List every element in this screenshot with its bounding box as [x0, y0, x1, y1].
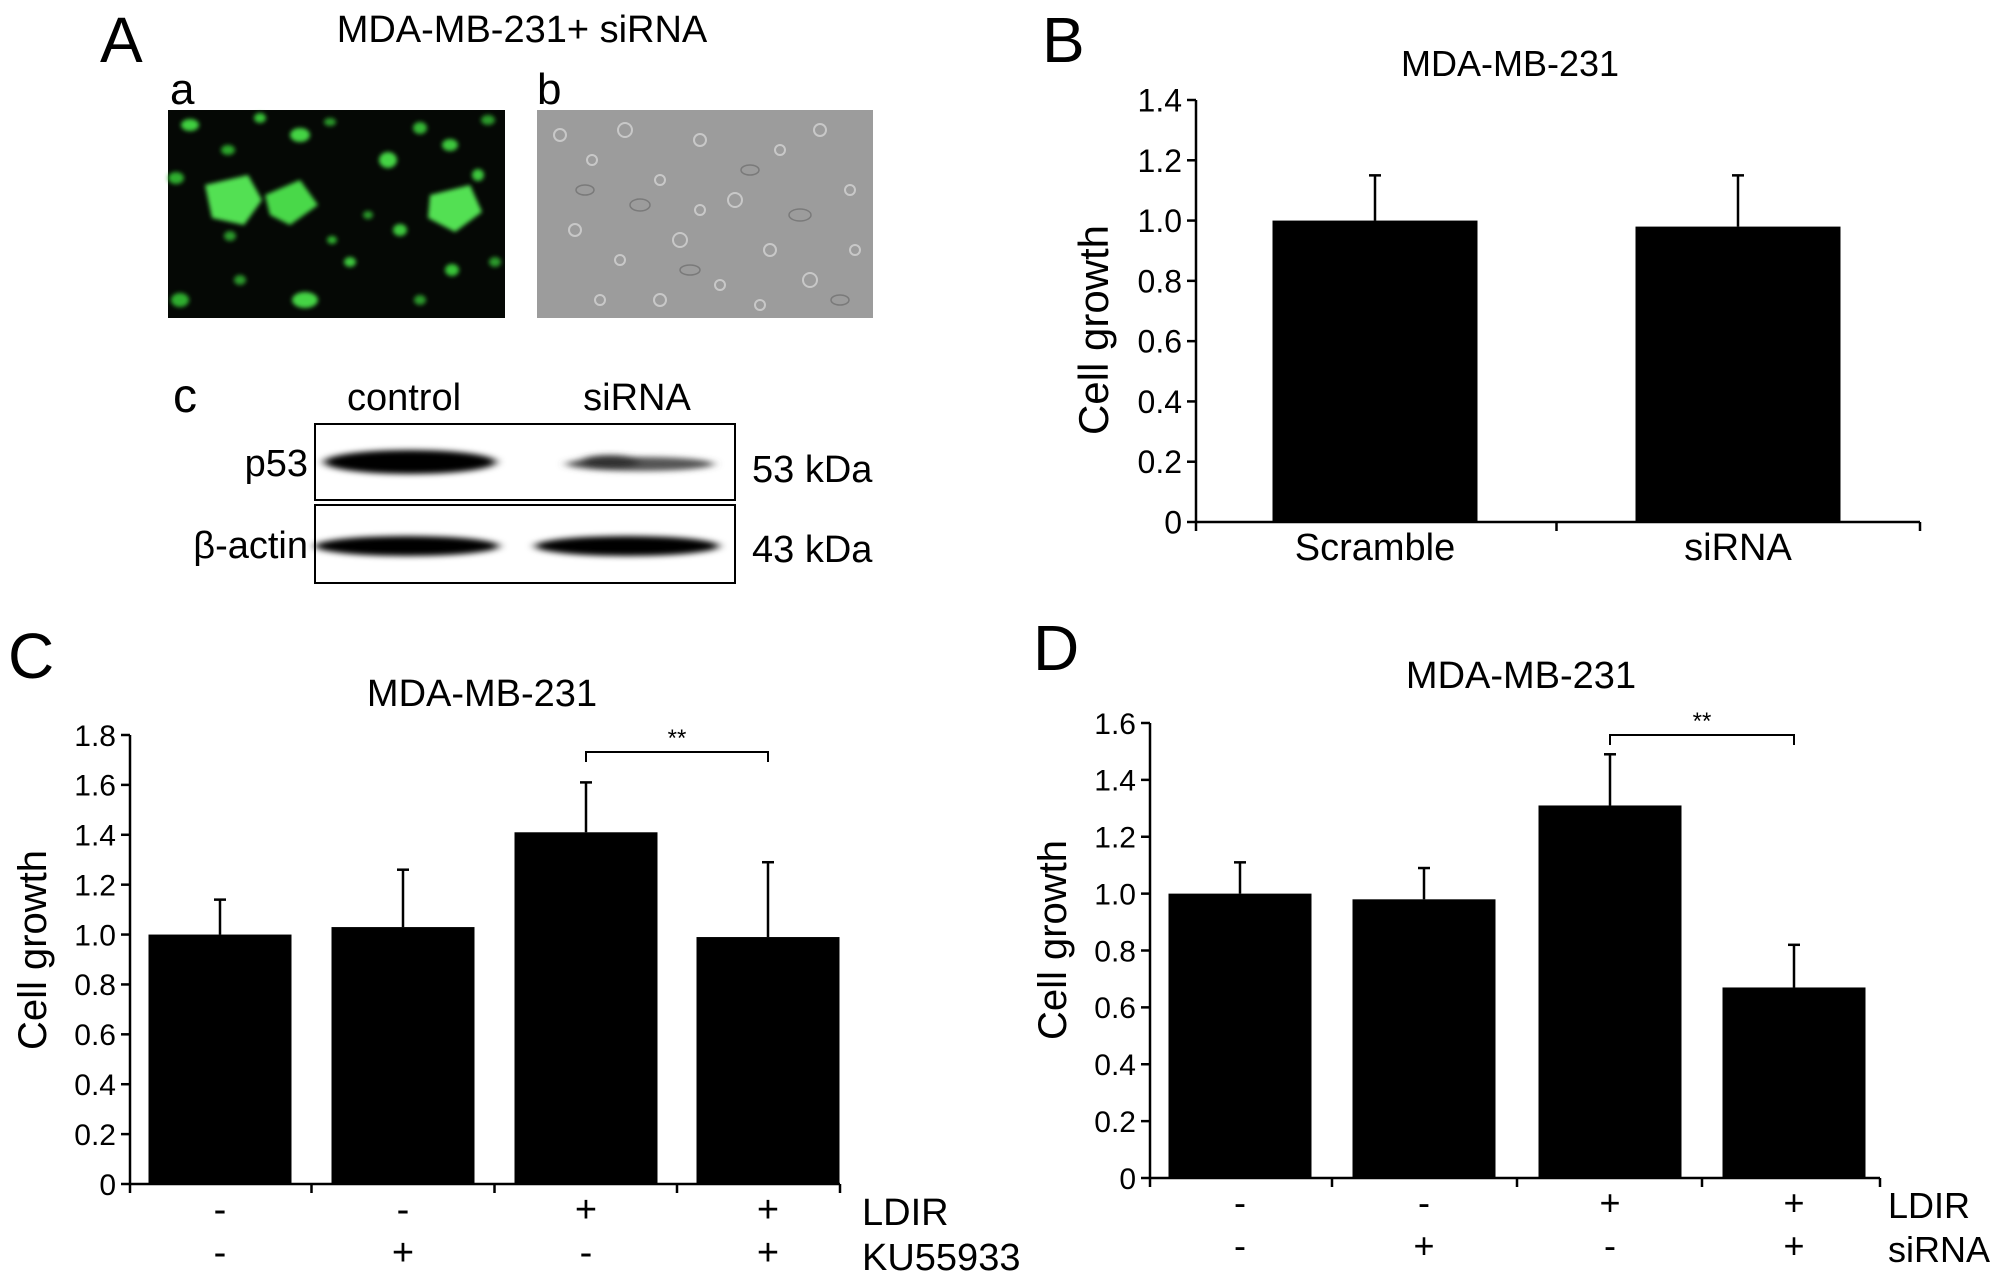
chart-b-ytick-label: 0 [1164, 505, 1182, 541]
chart-c-ylabel: Cell growth [11, 850, 55, 1050]
chart-d-treatment-sign: + [1599, 1182, 1620, 1223]
chart-b-category-label: Scramble [1295, 527, 1456, 569]
chart-b-ytick-label: 0.6 [1138, 324, 1182, 360]
chart-d-treatment-sign: + [1783, 1182, 1804, 1223]
chart-d-treatment-sign: - [1234, 1182, 1246, 1223]
panel-label-a: A [100, 4, 143, 76]
chart-d-ytick-label: 0.4 [1094, 1049, 1136, 1082]
chart-d-treatment-2: siRNA [1888, 1229, 1990, 1270]
chart-b-ytick-label: 1.4 [1138, 83, 1182, 119]
sublabel-c: c [173, 370, 197, 423]
chart-c-bar [514, 832, 658, 1184]
panel-label-d: D [1033, 612, 1079, 684]
chart-d-ytick-label: 1.6 [1094, 708, 1136, 741]
chart-b-ytick-label: 1.2 [1138, 143, 1182, 179]
chart-c-title: MDA-MB-231 [367, 673, 597, 715]
chart-c-bar [331, 927, 475, 1184]
chart-d-treatment-sign: + [1413, 1225, 1434, 1266]
chart-c-bar [148, 934, 292, 1184]
chart-c-ytick-label: 0.8 [74, 969, 116, 1002]
chart-d-significance-label: ** [1693, 708, 1712, 735]
chart-d-ytick-label: 1.4 [1094, 765, 1136, 798]
chart-c-ytick-label: 1.6 [74, 770, 116, 803]
chart-d-bar [1722, 987, 1866, 1178]
chart-d-bar [1538, 805, 1682, 1178]
chart-c-ytick-label: 1.0 [74, 919, 116, 952]
chart-d-treatment-sign: - [1418, 1182, 1430, 1223]
panel-a: A MDA-MB-231+ siRNA a b [100, 4, 873, 584]
chart-c-treatment-2: KU55933 [862, 1237, 1020, 1279]
blot-size-beta-actin: 43 kDa [752, 529, 873, 571]
blot-lane-control: control [347, 377, 461, 419]
chart-d-bar [1168, 893, 1312, 1178]
chart-c-bar [696, 937, 840, 1184]
chart-c-treatment-sign: + [392, 1232, 414, 1274]
blot-row-p53: p53 [245, 443, 308, 485]
chart-c-ytick-label: 0.6 [74, 1019, 116, 1052]
panel-label-b: B [1042, 4, 1085, 76]
sublabel-a: a [170, 65, 195, 114]
chart-c-treatment-sign: + [575, 1189, 597, 1231]
blot-size-p53: 53 kDa [752, 449, 873, 491]
chart-c-ytick-label: 0.2 [74, 1119, 116, 1152]
blot-p53 [314, 423, 736, 501]
phase-contrast-image [537, 110, 873, 318]
sublabel-b: b [537, 65, 561, 114]
chart-d-treatment-sign: + [1783, 1225, 1804, 1266]
chart-b-bar [1635, 226, 1841, 522]
chart-d-treatment-sign: - [1234, 1225, 1246, 1266]
chart-c-treatment-sign: + [757, 1232, 779, 1274]
chart-c-treatment-sign: - [397, 1189, 410, 1231]
chart-d-ytick-label: 0.2 [1094, 1106, 1136, 1139]
chart-c-significance-bracket [585, 751, 769, 762]
blot-row-beta-actin: β-actin [193, 525, 308, 567]
blot-lane-sirna: siRNA [583, 377, 691, 419]
chart-b-ytick-label: 1.0 [1138, 203, 1182, 239]
chart-c-treatment-sign: - [214, 1189, 227, 1231]
chart-c-treatment-sign: - [214, 1232, 227, 1274]
chart-d-bar [1352, 899, 1496, 1178]
chart-b-ytick-label: 0.2 [1138, 444, 1182, 480]
chart-d-ylabel: Cell growth [1031, 840, 1075, 1040]
chart-c-significance-label: ** [668, 725, 687, 752]
chart-c-ytick-label: 0.4 [74, 1069, 116, 1102]
chart-d-ytick-label: 1.2 [1094, 822, 1136, 855]
chart-d: D MDA-MB-231 Cell growth LDIR siRNA 0 0.2… [1031, 612, 1990, 1270]
chart-c-treatment-sign: + [757, 1189, 779, 1231]
chart-b-ylabel: Cell growth [1070, 225, 1117, 435]
chart-c-ytick-label: 1.2 [74, 869, 116, 902]
chart-b-ytick-label: 0.4 [1138, 384, 1182, 420]
chart-c-ytick-label: 1.4 [74, 820, 116, 853]
chart-d-treatment-sign: - [1604, 1225, 1616, 1266]
chart-d-significance-bracket [1609, 734, 1795, 745]
chart-b: B MDA-MB-231 Cell growth 0 0.2 0.4 0.6 0.8 1.… [1042, 4, 1922, 569]
chart-d-treatment-1: LDIR [1888, 1185, 1970, 1226]
panel-label-c: C [8, 620, 54, 692]
chart-d-ytick-label: 0 [1119, 1163, 1136, 1196]
chart-c-ytick-label: 1.8 [74, 720, 116, 753]
panel-a-title: MDA-MB-231+ siRNA [337, 9, 708, 51]
fluorescence-image [168, 110, 505, 318]
chart-d-ytick-label: 0.8 [1094, 935, 1136, 968]
chart-b-title: MDA-MB-231 [1401, 43, 1619, 84]
chart-c-treatment-sign: - [580, 1232, 593, 1274]
chart-d-ytick-label: 1.0 [1094, 878, 1136, 911]
chart-c-treatment-1: LDIR [862, 1192, 949, 1234]
chart-b-category-label: siRNA [1684, 527, 1792, 569]
chart-b-ytick-label: 0.8 [1138, 263, 1182, 299]
chart-d-title: MDA-MB-231 [1406, 655, 1636, 697]
chart-d-ytick-label: 0.6 [1094, 992, 1136, 1025]
chart-b-bar [1272, 220, 1478, 523]
chart-c: C MDA-MB-231 Cell growth LDIR KU55933 0 0… [8, 620, 1020, 1279]
blot-beta-actin [314, 504, 736, 584]
chart-c-ytick-label: 0 [99, 1169, 116, 1202]
